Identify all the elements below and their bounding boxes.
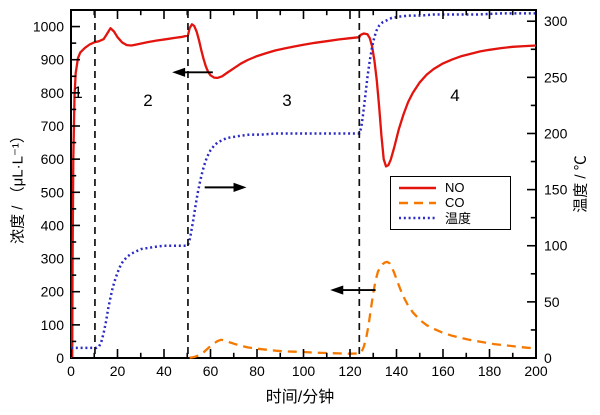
x-tick-label: 0	[67, 363, 75, 379]
y-left-tick-label: 400	[41, 217, 65, 233]
legend-item-no: NO	[399, 181, 502, 194]
arrow-head-icon	[233, 182, 247, 192]
y-left-tick-label: 600	[41, 151, 65, 167]
x-tick-label: 80	[249, 363, 265, 379]
y-right-tick-label: 200	[544, 125, 568, 141]
y-left-tick-label: 900	[41, 52, 65, 68]
y-left-tick-label: 100	[41, 317, 65, 333]
region-label-2: 2	[143, 91, 153, 110]
y-left-tick-label: 300	[41, 251, 65, 267]
y-right-tick-label: 50	[544, 294, 560, 310]
temperature-curve	[71, 12, 536, 350]
no-curve	[71, 23, 537, 359]
region-label-4: 4	[450, 86, 460, 105]
x-tick-label: 180	[478, 363, 502, 379]
legend-label-no: NO	[445, 180, 465, 196]
legend-label-temperature: 温度	[445, 210, 472, 226]
y-right-tick-label: 300	[544, 13, 568, 29]
y-right-tick-label: 0	[544, 350, 552, 366]
y-right-tick-label: 250	[544, 69, 568, 85]
region-label-1: 1	[73, 83, 83, 102]
plot-frame	[70, 9, 537, 359]
x-tick-label: 20	[110, 363, 126, 379]
x-tick-label: 60	[203, 363, 219, 379]
legend: NO CO 温度	[390, 176, 511, 230]
x-tick-label: 120	[338, 363, 362, 379]
y-axis-label-right: 温度 / ℃	[572, 155, 590, 213]
co-curve	[189, 260, 537, 359]
y-right-tick-label: 150	[544, 182, 568, 198]
x-tick-label: 140	[385, 363, 409, 379]
x-tick-label: 200	[524, 363, 548, 379]
x-tick-label: 100	[292, 363, 316, 379]
co-line-sample	[399, 201, 436, 205]
arrow-head-icon	[172, 67, 186, 77]
region-label-3: 3	[282, 91, 292, 110]
y-left-tick-label: 700	[41, 118, 65, 134]
legend-item-co: CO	[399, 196, 502, 209]
y-left-tick-label: 800	[41, 85, 65, 101]
y-left-tick-label: 500	[41, 184, 65, 200]
legend-item-temperature: 温度	[399, 212, 502, 225]
arrow-head-icon	[330, 285, 344, 295]
legend-label-co: CO	[445, 195, 465, 211]
y-left-tick-label: 200	[41, 284, 65, 300]
temperature-line-sample	[399, 217, 436, 220]
x-tick-label: 160	[431, 363, 455, 379]
x-tick-label: 40	[156, 363, 172, 379]
x-axis-label: 时间/分钟	[265, 389, 335, 406]
y-right-tick-label: 100	[544, 238, 568, 254]
y-axis-label-left: 浓度 / （μL·L⁻¹）	[9, 128, 27, 244]
y-left-tick-label: 0	[56, 350, 64, 366]
y-left-tick-label: 1000	[33, 19, 64, 35]
no-line-sample	[399, 186, 436, 189]
